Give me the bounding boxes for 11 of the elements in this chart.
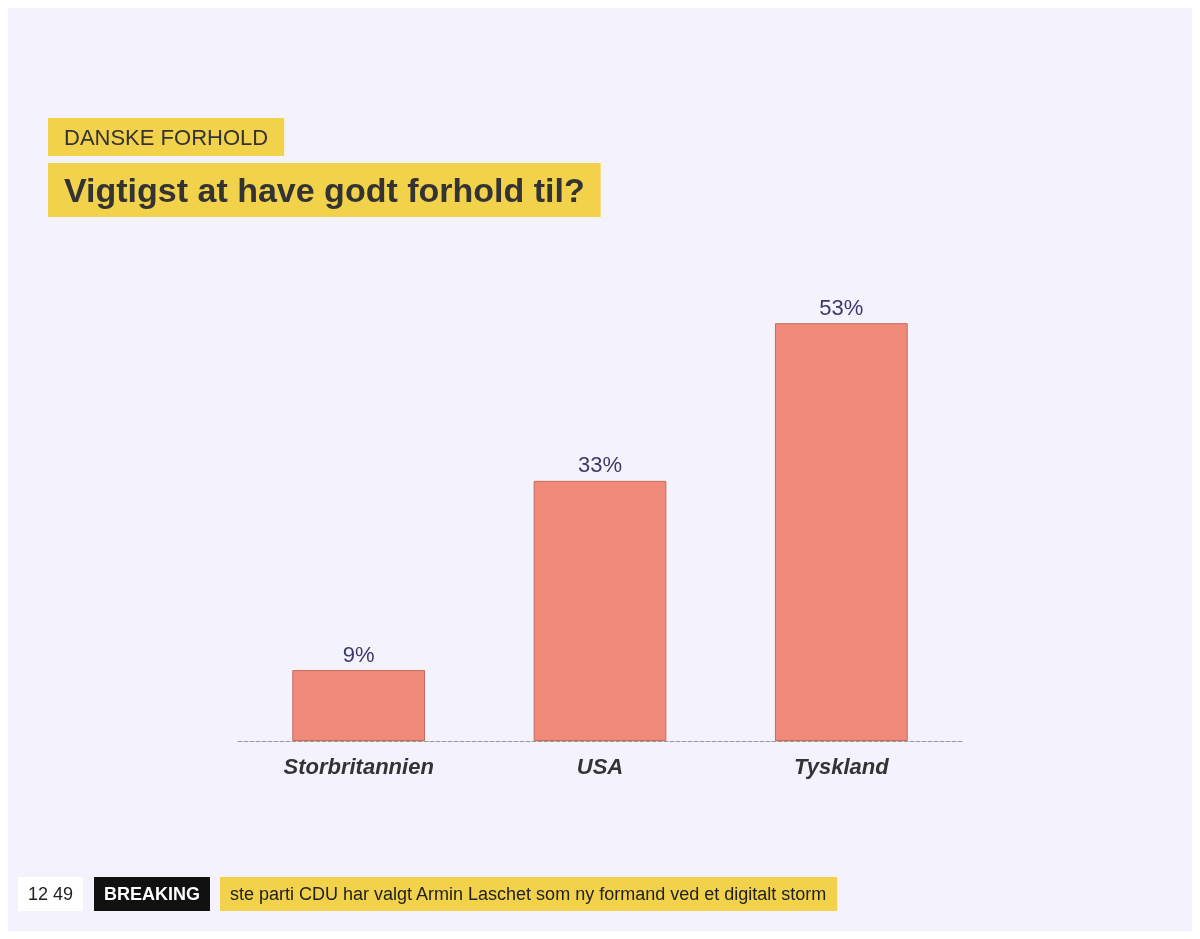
x-tick-label: USA [576,753,624,779]
data-label: 33% [577,452,623,478]
text: BREAKING [104,884,201,904]
chart-subtitle: DANSKE FORHOLD [64,124,269,150]
text: 12 49 [28,884,74,904]
x-tick-label: Tyskland [794,753,890,779]
data-label: 53% [819,294,864,320]
chart-title: Vigtigst at have godt forhold til? [64,171,585,209]
x-tick-label: Storbritannien [283,753,434,779]
data-label: 9% [342,641,375,667]
text: ste parti CDU har valgt Armin Laschet som ny formand ved et digitalt storm [230,884,827,904]
